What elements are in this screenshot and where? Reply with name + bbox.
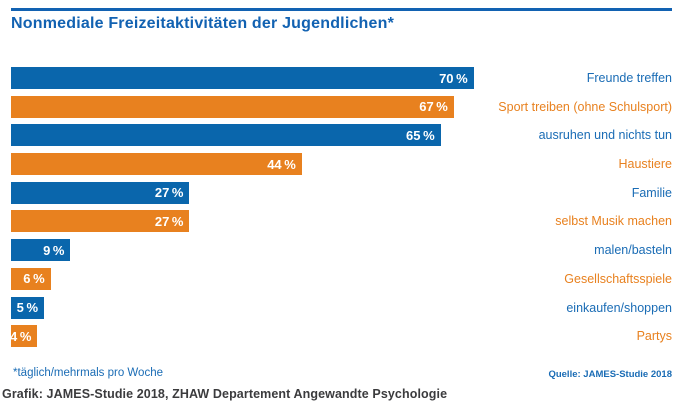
title-rule <box>11 8 672 11</box>
bar-row: 65 % ausruhen und nichts tun <box>11 124 672 147</box>
bar-row: 27 % selbst Musik machen <box>11 210 672 233</box>
bar-value-label: 65 % <box>406 127 435 143</box>
bar-value-label: 67 % <box>419 99 448 115</box>
bar-row: 6 % Gesellschaftsspiele <box>11 267 672 290</box>
bar: 67 % <box>11 95 454 118</box>
bar-value-label: 27 % <box>154 185 184 201</box>
bar-value-label: 5 % <box>16 300 39 315</box>
bar-row: 4 % Partys <box>11 325 672 348</box>
bar-row: 5 % einkaufen/shoppen <box>11 296 672 319</box>
bar-category-label: Freunde treffen <box>586 71 672 85</box>
bar-chart: 70 % Freunde treffen 67 % Sport treiben (oh… <box>11 67 672 354</box>
bar-category-label: Sport treiben (ohne Schulsport) <box>498 99 672 114</box>
graphic-caption: Grafik: JAMES-Studie 2018, ZHAW Departem… <box>2 387 448 401</box>
bar-category-label: Haustiere <box>618 157 673 172</box>
bar-value-label: 6 % <box>23 271 45 287</box>
bar-category-label: malen/basteln <box>594 243 672 258</box>
bar: 44 % <box>11 153 302 176</box>
bar-category-label: Familie <box>631 185 672 200</box>
bar-category-label: einkaufen/shoppen <box>566 300 672 315</box>
bar-category-label: Gesellschaftsspiele <box>564 271 672 286</box>
bar: 4 % <box>11 325 38 348</box>
bar-row: 67 % Sport treiben (ohne Schulsport) <box>11 95 672 118</box>
bar-value-label: 4 % <box>11 328 32 344</box>
bar: 70 % <box>11 67 474 89</box>
bar-row: 9 % malen/basteln <box>11 239 672 262</box>
bar: 6 % <box>11 267 51 290</box>
bar-value-label: 27 % <box>154 213 184 229</box>
source-note: Quelle: JAMES-Studie 2018 <box>548 369 672 380</box>
bar-value-label: 44 % <box>267 156 296 172</box>
bar-value-label: 70 % <box>439 70 468 86</box>
chart-title: Nonmediale Freizeitaktivitäten der Jugen… <box>11 15 395 32</box>
bar-category-label: ausruhen und nichts tun <box>538 128 672 143</box>
bar: 27 % <box>11 181 190 204</box>
bar: 5 % <box>11 296 45 319</box>
footnote: *täglich/mehrmals pro Woche <box>13 367 163 379</box>
bar-value-label: 9 % <box>43 242 65 258</box>
bar-row: 70 % Freunde treffen <box>11 67 672 89</box>
bar: 9 % <box>11 239 71 262</box>
bar-category-label: Partys <box>636 329 672 344</box>
bar-row: 44 % Haustiere <box>11 153 673 176</box>
bar: 65 % <box>11 124 441 147</box>
bar-category-label: selbst Musik machen <box>555 214 672 229</box>
bar: 27 % <box>11 210 190 233</box>
bar-row: 27 % Familie <box>11 181 672 204</box>
